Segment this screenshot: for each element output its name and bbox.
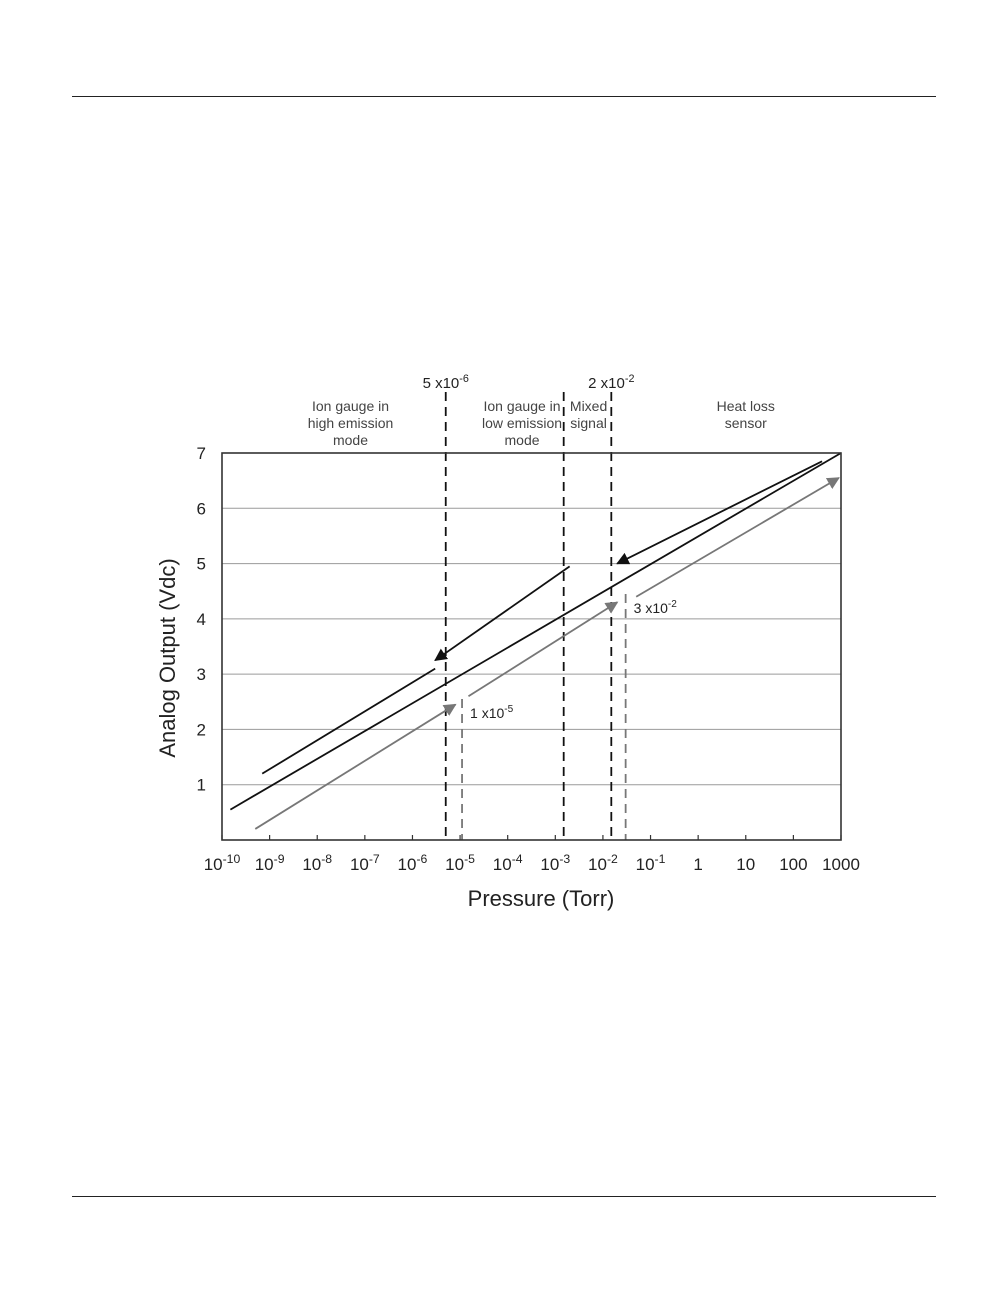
threshold-label: 5 x10-6 bbox=[423, 373, 469, 392]
series-line-2 bbox=[261, 667, 436, 775]
region-label: high emission bbox=[308, 415, 394, 431]
x-tick-label: 1000 bbox=[822, 855, 860, 874]
region-label: Ion gauge in bbox=[312, 398, 389, 414]
series-line-6 bbox=[467, 601, 619, 698]
series-line-4 bbox=[616, 460, 823, 565]
region-label: mode bbox=[505, 432, 540, 448]
threshold-layer: 5 x10-6 2 x10-2 1 x10-5 3 x10-2 bbox=[423, 373, 678, 840]
series-line-5 bbox=[254, 703, 457, 830]
threshold-label: 2 x10-2 bbox=[588, 373, 634, 392]
x-axis-title: Pressure (Torr) bbox=[468, 886, 615, 911]
series-line-1 bbox=[229, 452, 842, 811]
region-label: mode bbox=[333, 432, 368, 448]
region-label: signal bbox=[570, 415, 607, 431]
region-label: Heat loss bbox=[717, 398, 775, 414]
y-tick-label: 2 bbox=[197, 720, 206, 739]
y-tick-label: 7 bbox=[197, 444, 206, 463]
y-tick-label: 5 bbox=[197, 555, 206, 574]
region-label: Ion gauge in bbox=[483, 398, 560, 414]
x-tick-label: 10-8 bbox=[302, 852, 332, 874]
threshold-label: 1 x10-5 bbox=[470, 704, 514, 721]
x-tick-label: 10-1 bbox=[636, 852, 666, 874]
x-tick-label: 100 bbox=[779, 855, 807, 874]
threshold-label: 3 x10-2 bbox=[634, 599, 678, 616]
series-layer bbox=[229, 452, 842, 830]
x-tick-label: 1 bbox=[693, 855, 702, 874]
x-tick-label: 10-5 bbox=[445, 852, 475, 874]
x-tick-label: 10-2 bbox=[588, 852, 618, 874]
x-tick-label: 10-4 bbox=[493, 852, 523, 874]
plot-frame bbox=[221, 452, 842, 841]
series-line-3 bbox=[434, 565, 571, 662]
footer-rule bbox=[72, 1196, 936, 1197]
x-tick-label: 10 bbox=[736, 855, 755, 874]
tick-layer: 1 2 3 4 5 6 7 10-10 10-9 10-8 10-7 10-6 10-5 10-4 10-3… bbox=[197, 444, 860, 874]
y-tick-label: 1 bbox=[197, 776, 206, 795]
grid-layer bbox=[222, 507, 841, 786]
y-tick-label: 6 bbox=[197, 499, 206, 518]
header-rule bbox=[72, 96, 936, 97]
y-tick-label: 4 bbox=[197, 610, 206, 629]
region-label: Mixed bbox=[570, 398, 607, 414]
x-tick-label: 10-10 bbox=[204, 852, 241, 874]
y-tick-label: 3 bbox=[197, 665, 206, 684]
x-tick-label: 10-6 bbox=[398, 852, 428, 874]
series-line-7 bbox=[635, 477, 840, 598]
x-tick-label: 10-3 bbox=[540, 852, 570, 874]
region-label: low emission bbox=[482, 415, 562, 431]
x-tick-label: 10-7 bbox=[350, 852, 380, 874]
region-label: sensor bbox=[725, 415, 767, 431]
x-tick-label: 10-9 bbox=[255, 852, 285, 874]
y-axis-title: Analog Output (Vdc) bbox=[155, 558, 180, 757]
